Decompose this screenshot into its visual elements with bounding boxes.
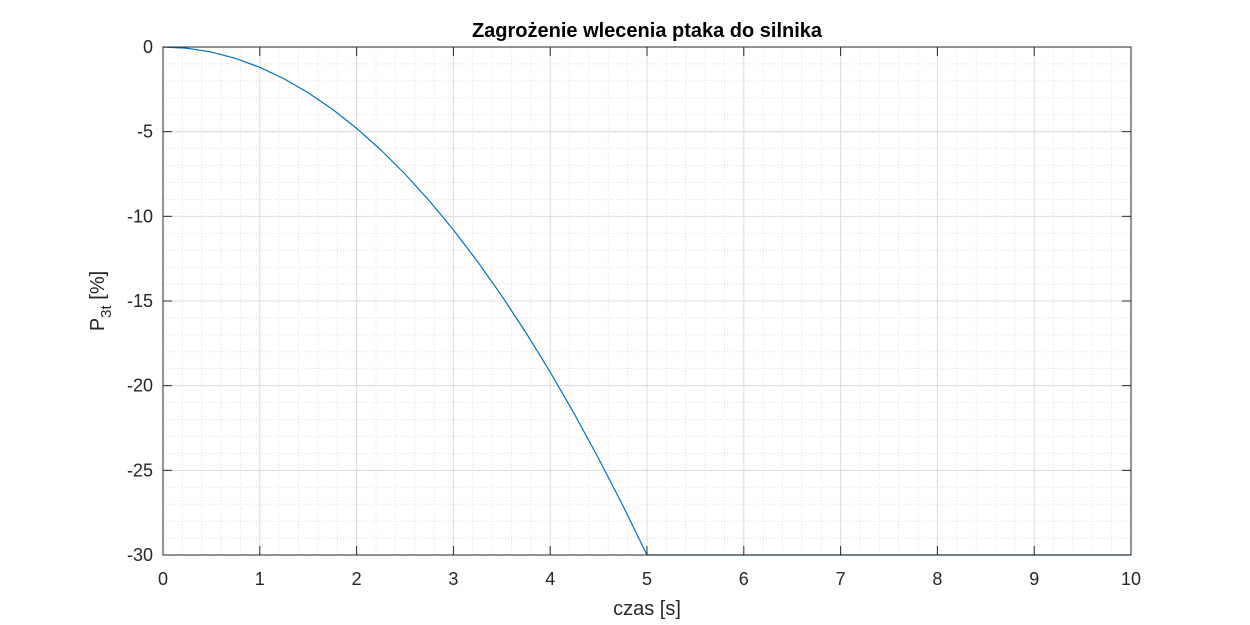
y-axis-label: P3t [%] — [87, 271, 115, 331]
x-tick-label: 9 — [1029, 569, 1039, 589]
x-tick-label: 0 — [158, 569, 168, 589]
y-axis-label-main: P — [87, 318, 109, 331]
major-grid — [163, 47, 1131, 555]
x-tick-label: 4 — [545, 569, 555, 589]
y-tick-label: -25 — [127, 460, 153, 480]
y-tick-label: -5 — [137, 122, 153, 142]
x-tick-label: 6 — [739, 569, 749, 589]
y-axis-label-unit: [%] — [87, 271, 109, 305]
x-tick-label: 3 — [448, 569, 458, 589]
x-axis-label: czas [s] — [613, 598, 681, 620]
y-tick-label: 0 — [143, 37, 153, 57]
x-tick-label: 5 — [642, 569, 652, 589]
x-tick-label: 1 — [255, 569, 265, 589]
y-tick-label: -15 — [127, 291, 153, 311]
x-tick-label: 7 — [836, 569, 846, 589]
y-tick-labels: 0 -5 -10 -15 -20 -25 -30 — [127, 37, 153, 565]
y-axis-label-subscript: 3t — [98, 304, 115, 317]
y-tick-label: -10 — [127, 206, 153, 226]
y-tick-label: -20 — [127, 376, 153, 396]
x-tick-label: 8 — [932, 569, 942, 589]
tick-marks — [162, 46, 1132, 556]
x-tick-label: 10 — [1121, 569, 1141, 589]
y-tick-label: -30 — [127, 545, 153, 565]
chart-title: Zagrożenie wlecenia ptaka do silnika — [472, 20, 823, 42]
x-tick-label: 2 — [352, 569, 362, 589]
x-tick-labels: 0 1 2 3 4 5 6 7 8 9 10 — [158, 569, 1141, 589]
